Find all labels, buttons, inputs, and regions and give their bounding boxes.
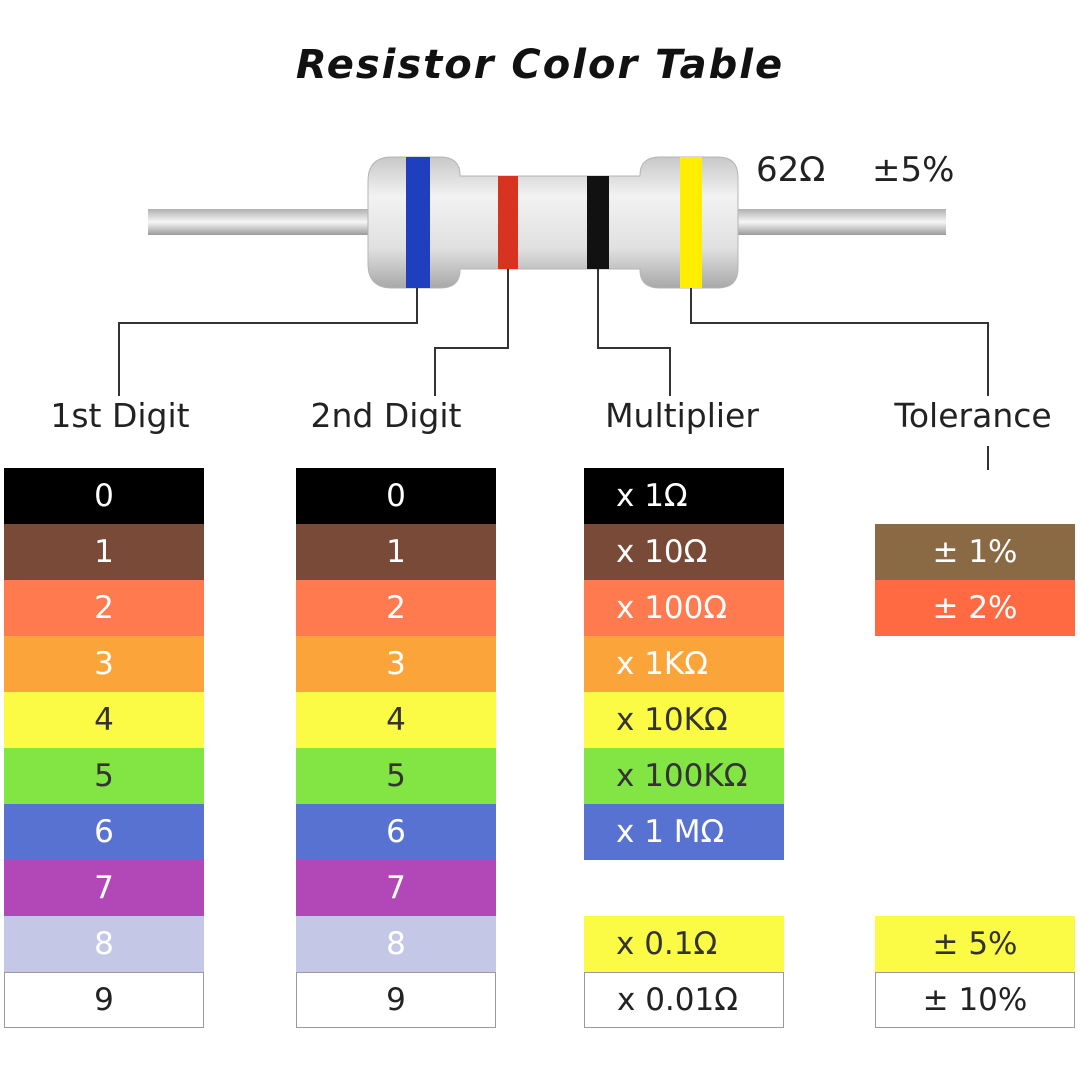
- second-digit-cell: 4: [296, 692, 496, 748]
- first-digit-cell: 0: [4, 468, 204, 524]
- right-lead: [728, 209, 946, 235]
- multiplier-cell: x 100Ω: [584, 580, 784, 636]
- band-3: [587, 176, 609, 269]
- first-digit-cell: 5: [4, 748, 204, 804]
- first-digit-cell: 4: [4, 692, 204, 748]
- multiplier-cell: x 1Ω: [584, 468, 784, 524]
- band-4: [680, 157, 702, 288]
- left-lead: [148, 209, 373, 235]
- first-digit-cell: 1: [4, 524, 204, 580]
- second-digit-cell: 1: [296, 524, 496, 580]
- second-digit-cell: 3: [296, 636, 496, 692]
- multiplier-cell: x 0.1Ω: [584, 916, 784, 972]
- first-digit-cell: 7: [4, 860, 204, 916]
- second-digit-cell: 5: [296, 748, 496, 804]
- header-multiplier: Multiplier: [605, 396, 759, 435]
- connector-first-digit: [118, 288, 418, 396]
- second-digit-cell: 8: [296, 916, 496, 972]
- tolerance-cell: ± 10%: [875, 972, 1075, 1028]
- header-tolerance: Tolerance: [894, 396, 1052, 435]
- first-digit-cell: 9: [4, 972, 204, 1028]
- header-first-digit: 1st Digit: [50, 396, 190, 435]
- tolerance-cell: ± 5%: [875, 916, 1075, 972]
- connector-multiplier: [597, 269, 671, 396]
- multiplier-cell: x 10Ω: [584, 524, 784, 580]
- first-digit-cell: 2: [4, 580, 204, 636]
- multiplier-cell: x 100KΩ: [584, 748, 784, 804]
- connector-lines: [118, 269, 989, 470]
- resistance-value: 62Ω: [756, 150, 826, 190]
- second-digit-cell: 0: [296, 468, 496, 524]
- first-digit-cell: 3: [4, 636, 204, 692]
- first-digit-cell: 6: [4, 804, 204, 860]
- connector-second-digit: [434, 269, 509, 396]
- second-digit-cell: 6: [296, 804, 496, 860]
- resistor-body: [367, 156, 739, 289]
- tolerance-value: ±5%: [872, 150, 955, 190]
- multiplier-cell: x 0.01Ω: [584, 972, 784, 1028]
- tolerance-cell: ± 2%: [875, 580, 1075, 636]
- connector-tolerance: [690, 288, 989, 396]
- band-1: [406, 157, 430, 288]
- second-digit-cell: 9: [296, 972, 496, 1028]
- tolerance-cell: ± 1%: [875, 524, 1075, 580]
- band-2: [498, 176, 518, 269]
- header-second-digit: 2nd Digit: [310, 396, 462, 435]
- multiplier-cell: x 1KΩ: [584, 636, 784, 692]
- multiplier-cell: x 10KΩ: [584, 692, 784, 748]
- second-digit-cell: 7: [296, 860, 496, 916]
- multiplier-cell: x 1 MΩ: [584, 804, 784, 860]
- page-title: Resistor Color Table: [295, 42, 785, 88]
- second-digit-cell: 2: [296, 580, 496, 636]
- resistor-diagram: [118, 156, 989, 470]
- first-digit-cell: 8: [4, 916, 204, 972]
